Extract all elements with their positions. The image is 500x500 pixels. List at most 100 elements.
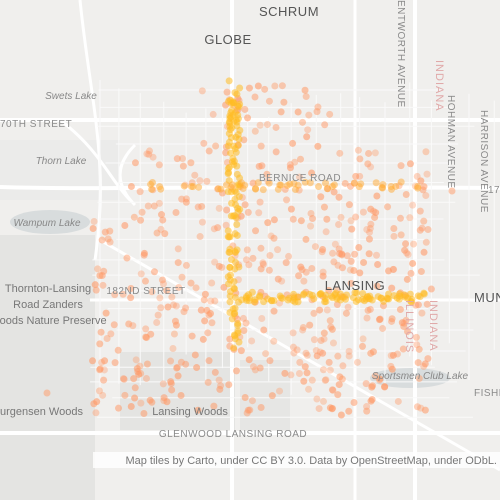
- point: [234, 204, 242, 212]
- point: [322, 179, 330, 187]
- point: [171, 317, 179, 325]
- point: [180, 308, 188, 316]
- point: [205, 147, 213, 155]
- point: [94, 265, 102, 273]
- point: [235, 338, 243, 346]
- point: [396, 306, 404, 314]
- point: [241, 105, 249, 113]
- point: [294, 108, 302, 116]
- point: [252, 227, 260, 235]
- point: [420, 289, 428, 297]
- point: [291, 186, 299, 194]
- point: [323, 306, 331, 314]
- label: HOHMAN AVENUE: [445, 95, 456, 189]
- point: [260, 326, 268, 334]
- point: [390, 232, 398, 240]
- point: [319, 366, 327, 374]
- point: [372, 209, 380, 217]
- point: [312, 347, 320, 355]
- point: [167, 357, 175, 365]
- point: [242, 256, 250, 264]
- point: [200, 139, 208, 147]
- point: [363, 407, 371, 415]
- point: [222, 149, 230, 157]
- point: [409, 259, 417, 267]
- point: [283, 196, 291, 204]
- point: [158, 276, 166, 284]
- point: [343, 252, 351, 260]
- point: [366, 305, 374, 313]
- point: [337, 213, 345, 221]
- point: [135, 370, 143, 378]
- point: [249, 254, 257, 262]
- point: [261, 85, 269, 93]
- point: [308, 376, 316, 384]
- point: [111, 359, 119, 367]
- point: [188, 332, 196, 340]
- point: [226, 308, 234, 316]
- point: [179, 162, 187, 170]
- point: [164, 303, 172, 311]
- point: [226, 298, 234, 306]
- point: [180, 182, 188, 190]
- point: [257, 403, 265, 411]
- point: [101, 357, 109, 365]
- point: [420, 217, 428, 225]
- point: [153, 319, 161, 327]
- point: [90, 217, 98, 225]
- point: [315, 405, 323, 413]
- point: [123, 254, 131, 262]
- point: [264, 219, 272, 227]
- point: [182, 360, 190, 368]
- point: [296, 358, 304, 366]
- point: [177, 391, 185, 399]
- point: [314, 142, 322, 150]
- point: [422, 192, 430, 200]
- point: [365, 149, 373, 157]
- point: [265, 266, 273, 274]
- point: [353, 358, 361, 366]
- point: [394, 397, 402, 405]
- point: [415, 375, 423, 383]
- point: [376, 376, 384, 384]
- point: [107, 330, 115, 338]
- point: [280, 98, 288, 106]
- point: [303, 133, 311, 141]
- point: [211, 258, 219, 266]
- point: [296, 173, 304, 181]
- point: [225, 280, 233, 288]
- point: [227, 149, 235, 157]
- point: [148, 178, 156, 186]
- point: [251, 127, 259, 135]
- point: [345, 347, 353, 355]
- point: [294, 293, 302, 301]
- point: [136, 188, 144, 196]
- point: [207, 297, 215, 305]
- label: 182ND STREET: [106, 286, 185, 297]
- point: [421, 406, 429, 414]
- point: [137, 270, 145, 278]
- data-points: [43, 77, 456, 419]
- point: [149, 153, 157, 161]
- point: [339, 362, 347, 370]
- point: [211, 297, 219, 305]
- point: [357, 180, 365, 188]
- point: [300, 290, 308, 298]
- point: [257, 265, 265, 273]
- point: [352, 213, 360, 221]
- point: [96, 365, 104, 373]
- point: [200, 296, 208, 304]
- point: [173, 155, 181, 163]
- point: [293, 346, 301, 354]
- point: [384, 267, 392, 275]
- point: [140, 251, 148, 259]
- point: [306, 179, 314, 187]
- point: [316, 348, 324, 356]
- point: [276, 387, 284, 395]
- point: [345, 201, 353, 209]
- point: [226, 233, 234, 241]
- point: [194, 203, 202, 211]
- point: [416, 207, 424, 215]
- point: [103, 334, 111, 342]
